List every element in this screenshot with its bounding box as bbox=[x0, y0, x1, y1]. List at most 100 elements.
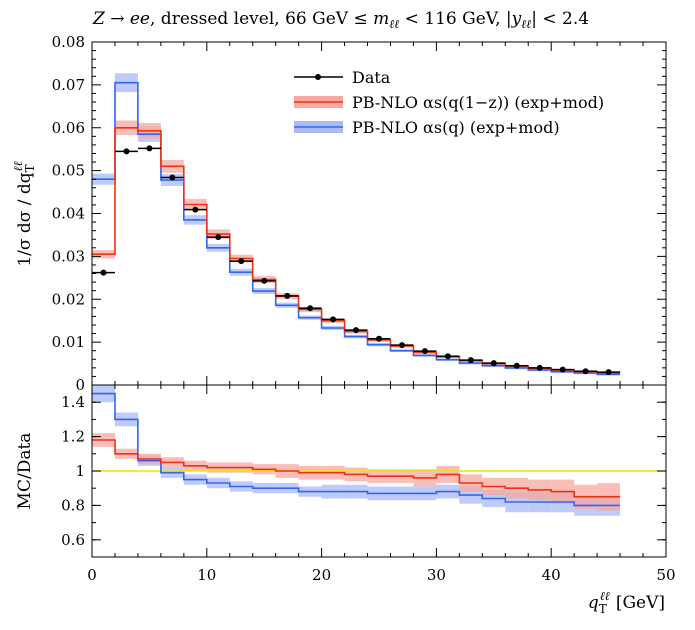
data-points bbox=[92, 145, 621, 376]
data-point-marker bbox=[421, 348, 428, 355]
data-point bbox=[183, 206, 207, 213]
title-process: Z → ee bbox=[92, 9, 150, 29]
legend-item-data: Data bbox=[294, 68, 391, 87]
ratio-panel: 0.6 0.8 1 1.2 1.4 0 10 20 30 40 50 bbox=[61, 384, 676, 584]
y-tick-label: 0.02 bbox=[52, 290, 85, 308]
data-point-marker bbox=[398, 342, 405, 349]
data-point bbox=[597, 369, 621, 376]
title-mass-lo: 66 GeV ≤ bbox=[285, 9, 373, 29]
y-tick-label: 0.01 bbox=[52, 333, 85, 351]
x-tick-label: 50 bbox=[656, 566, 675, 584]
legend-label-pb-nlo-q: PB-NLO αs(q) (exp+mod) bbox=[352, 118, 560, 137]
data-point-marker bbox=[192, 206, 199, 213]
x-tick-label: 30 bbox=[427, 566, 446, 584]
ratio-tick-label: 1 bbox=[75, 462, 85, 480]
legend-label-data: Data bbox=[352, 68, 391, 87]
data-point bbox=[252, 277, 276, 284]
y-label-sup: ℓℓ bbox=[11, 161, 25, 171]
ratio-pb-nlo-qz-line bbox=[92, 439, 621, 498]
main-ticks: 0 0.01 0.02 0.03 0.04 0.05 0.06 0.07 0.08 bbox=[52, 33, 667, 394]
data-point bbox=[114, 148, 138, 155]
title-level: , dressed level, bbox=[150, 9, 285, 29]
data-point bbox=[436, 353, 460, 360]
data-point-marker bbox=[605, 369, 612, 376]
ratio-ticks: 0.6 0.8 1 1.2 1.4 0 10 20 30 40 50 bbox=[61, 384, 676, 584]
data-point bbox=[574, 368, 598, 375]
x-tick-label: 0 bbox=[87, 566, 97, 584]
y-label-sub: T bbox=[23, 164, 37, 172]
y-tick-label: 0.04 bbox=[52, 205, 85, 223]
ratio-pb-nlo-q-line bbox=[92, 392, 621, 507]
data-point-marker bbox=[444, 353, 451, 360]
data-point bbox=[551, 366, 575, 373]
ratio-tick-label: 1.4 bbox=[61, 393, 85, 411]
y-tick-label: 0.03 bbox=[52, 247, 85, 265]
legend-item-pb-nlo-q: PB-NLO αs(q) (exp+mod) bbox=[294, 118, 560, 137]
data-point-marker bbox=[536, 364, 543, 371]
data-point-marker bbox=[330, 316, 337, 323]
data-point-marker bbox=[467, 357, 474, 364]
y-tick-label: 0.08 bbox=[52, 33, 85, 51]
data-point bbox=[528, 364, 552, 371]
y-label-main: 1/σ dσ / dq bbox=[15, 172, 35, 266]
data-point bbox=[344, 327, 368, 334]
title-y-close: | < 2.4 bbox=[531, 9, 589, 29]
data-point bbox=[482, 360, 506, 367]
data-point-marker bbox=[490, 360, 497, 367]
y-tick-label: 0.05 bbox=[52, 162, 85, 180]
title-mass-var: m bbox=[373, 9, 389, 29]
legend: Data PB-NLO αs(q(1−z)) (exp+mod) PB-NLO … bbox=[294, 68, 604, 137]
ratio-y-label: MC/Data bbox=[15, 433, 35, 510]
x-label-unit: [GeV] bbox=[616, 593, 665, 613]
main-panel: 0 0.01 0.02 0.03 0.04 0.05 0.06 0.07 0.08 bbox=[52, 33, 667, 394]
data-point bbox=[321, 316, 345, 323]
data-point-marker bbox=[215, 234, 222, 241]
data-point-marker bbox=[559, 366, 566, 373]
data-point bbox=[298, 305, 322, 312]
ratio-tick-label: 1.2 bbox=[61, 428, 85, 446]
data-point bbox=[413, 348, 437, 355]
data-point bbox=[206, 234, 230, 241]
data-point-marker bbox=[100, 269, 107, 276]
chart-title: Z → ee, dressed level, 66 GeV ≤ mℓℓ < 11… bbox=[92, 9, 589, 31]
data-point bbox=[367, 335, 391, 342]
data-point bbox=[229, 258, 253, 265]
ratio-tick-label: 0.6 bbox=[61, 531, 85, 549]
x-tick-label: 40 bbox=[542, 566, 561, 584]
data-point bbox=[92, 269, 115, 276]
data-point-marker bbox=[582, 368, 589, 375]
title-y-sub: ℓℓ bbox=[521, 17, 531, 31]
data-point-marker bbox=[261, 277, 268, 284]
x-label-var: q bbox=[588, 593, 599, 613]
x-axis-label: qTℓℓ [GeV] bbox=[588, 589, 665, 616]
data-point-marker bbox=[376, 335, 382, 342]
data-point bbox=[275, 292, 299, 299]
data-point bbox=[459, 357, 483, 364]
title-mass-sub: ℓℓ bbox=[389, 17, 399, 31]
data-point-marker bbox=[146, 145, 153, 152]
ratio-tick-label: 0.8 bbox=[61, 496, 85, 514]
ratio-lines bbox=[92, 392, 621, 507]
data-point bbox=[505, 362, 529, 369]
y-tick-label: 0.07 bbox=[52, 76, 85, 94]
data-point bbox=[137, 145, 161, 152]
x-tick-label: 20 bbox=[312, 566, 331, 584]
data-point bbox=[390, 342, 414, 349]
data-point-marker bbox=[307, 305, 314, 312]
x-label-sub: T bbox=[599, 602, 607, 616]
data-point-marker bbox=[169, 174, 176, 181]
legend-item-pb-nlo-qz: PB-NLO αs(q(1−z)) (exp+mod) bbox=[294, 93, 604, 112]
y-axis-label: 1/σ dσ / dqTℓℓ bbox=[11, 161, 37, 266]
legend-label-pb-nlo-qz: PB-NLO αs(q(1−z)) (exp+mod) bbox=[352, 93, 604, 112]
title-y-open: |y bbox=[506, 9, 522, 29]
title-mass-hi: < 116 GeV, bbox=[399, 9, 506, 29]
data-point-marker bbox=[353, 327, 360, 334]
data-point-marker bbox=[123, 148, 130, 155]
x-tick-label: 10 bbox=[197, 566, 216, 584]
data-point-marker bbox=[238, 258, 245, 265]
y-tick-label: 0.06 bbox=[52, 119, 85, 137]
ratio-bands bbox=[92, 385, 621, 516]
data-point-marker bbox=[284, 292, 291, 299]
x-label-sup: ℓℓ bbox=[600, 589, 610, 603]
